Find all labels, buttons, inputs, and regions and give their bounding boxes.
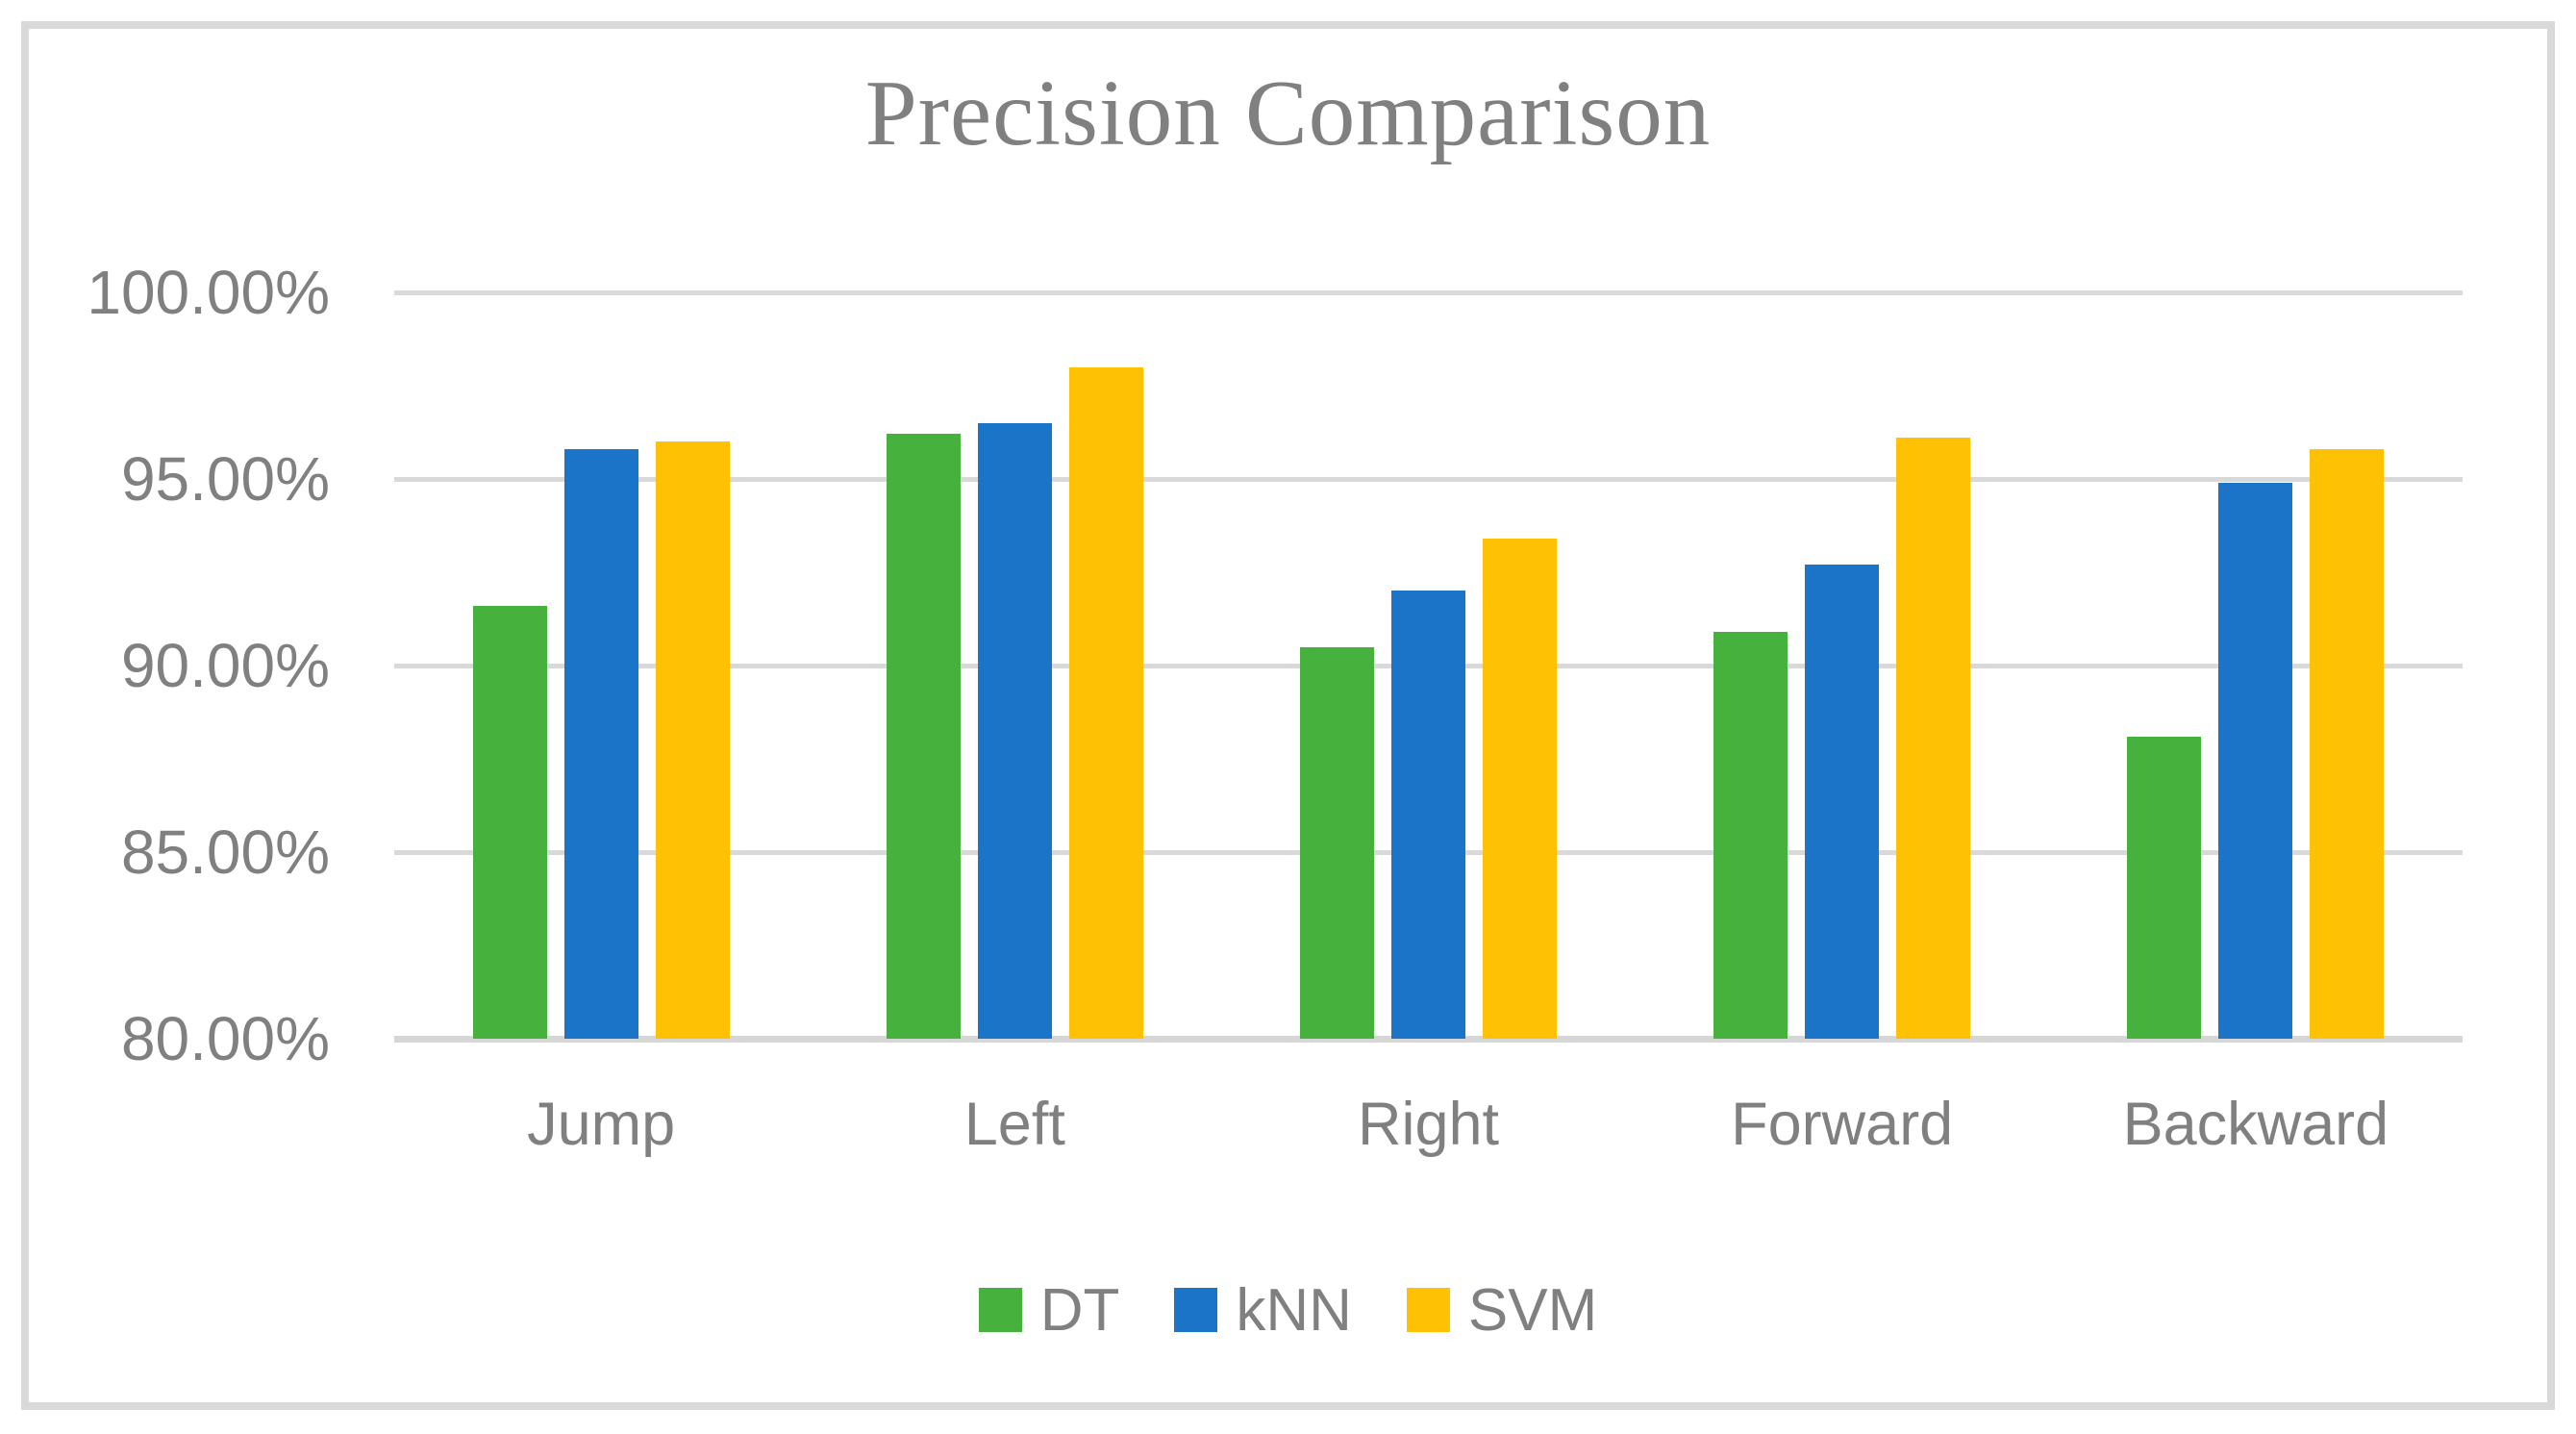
bar-dt-forward <box>1713 632 1788 1039</box>
bar-knn-left <box>977 422 1052 1039</box>
legend-item-svm: SVM <box>1406 1276 1598 1345</box>
bar-svm-right <box>1483 539 1557 1039</box>
y-tick-label-100: 100.00% <box>87 258 330 327</box>
x-category-label-jump: Jump <box>527 1091 676 1158</box>
chart-title: Precision Comparison <box>864 62 1712 164</box>
x-axis-line <box>394 1036 2463 1043</box>
x-category-label-left: Left <box>963 1091 1065 1158</box>
plot-area <box>394 289 2463 1043</box>
legend-swatch-dt <box>978 1288 1022 1332</box>
bar-svm-forward <box>1896 438 1971 1039</box>
y-tick-label-85: 85.00% <box>120 818 330 887</box>
legend-swatch-knn <box>1174 1288 1218 1332</box>
bar-svm-jump <box>655 441 730 1039</box>
bar-knn-forward <box>1805 565 1880 1039</box>
bar-dt-backward <box>2127 736 2202 1039</box>
bar-dt-jump <box>472 605 547 1039</box>
legend-swatch-svm <box>1406 1288 1450 1332</box>
chart-frame <box>21 21 2555 1410</box>
x-category-label-forward: Forward <box>1731 1091 1954 1158</box>
x-axis-labels: Jump Left Right Forward Backward <box>394 1090 2463 1167</box>
bar-group-forward <box>1713 292 1971 1039</box>
y-tick-label-95: 95.00% <box>120 444 330 514</box>
bar-group-jump <box>472 292 730 1039</box>
y-tick-label-90: 90.00% <box>120 631 330 700</box>
bar-knn-backward <box>2218 482 2293 1039</box>
legend: DT kNN SVM <box>0 1271 2576 1348</box>
bar-knn-right <box>1391 591 1465 1039</box>
bar-dt-right <box>1300 646 1374 1039</box>
legend-item-dt: DT <box>978 1276 1120 1345</box>
x-category-label-right: Right <box>1357 1091 1500 1158</box>
legend-label-svm: SVM <box>1467 1276 1598 1344</box>
bar-group-backward <box>2127 292 2385 1039</box>
gridline-100 <box>394 289 2463 295</box>
bar-svm-backward <box>2310 448 2385 1039</box>
bar-knn-jump <box>563 448 638 1039</box>
bar-svm-left <box>1068 366 1143 1039</box>
bar-group-right <box>1300 292 1557 1039</box>
bar-dt-left <box>886 434 961 1039</box>
legend-label-dt: DT <box>1039 1276 1120 1344</box>
legend-item-knn: kNN <box>1174 1276 1352 1345</box>
gridline-95 <box>394 476 2463 482</box>
y-tick-label-80: 80.00% <box>120 1004 330 1073</box>
legend-label-knn: kNN <box>1236 1276 1352 1344</box>
x-category-label-backward: Backward <box>2122 1091 2389 1158</box>
y-axis-labels: 100.00% 95.00% 90.00% 85.00% 80.00% <box>0 258 380 1073</box>
bar-group-left <box>886 292 1143 1039</box>
